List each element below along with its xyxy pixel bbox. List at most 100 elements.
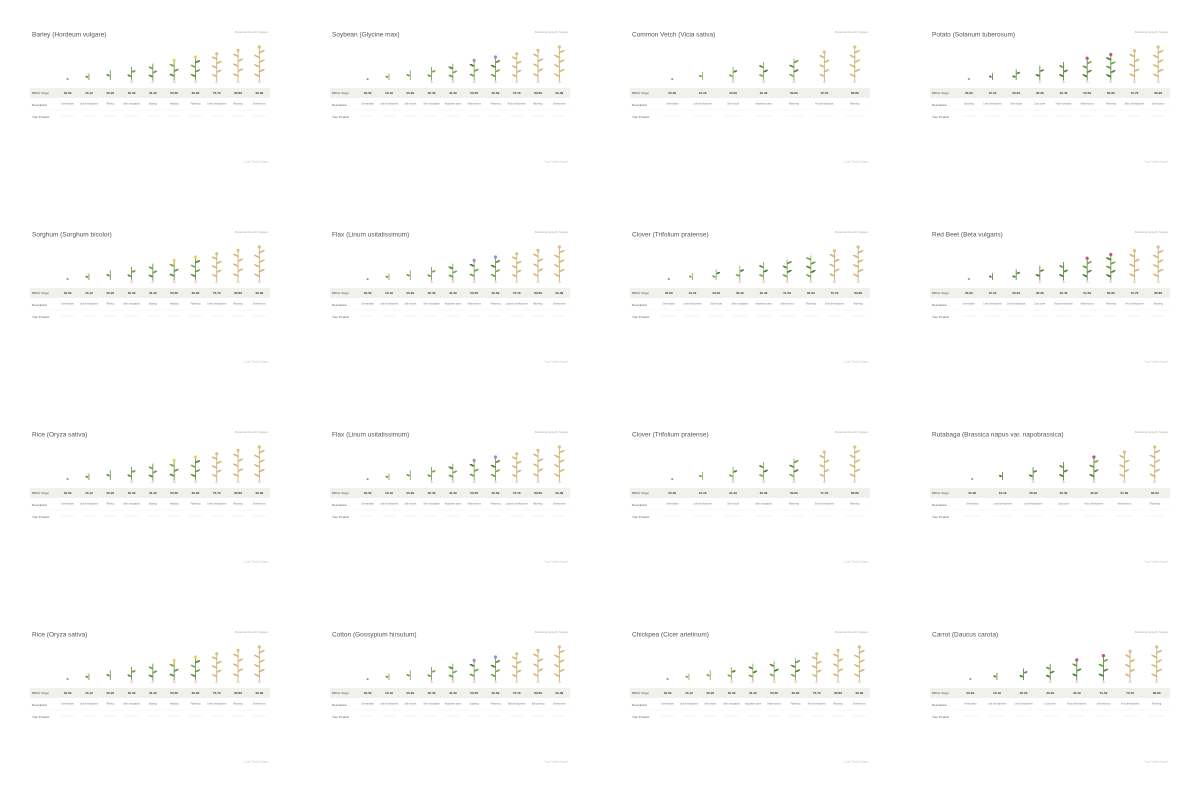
leaf: [819, 55, 826, 59]
leaf: [1151, 673, 1158, 678]
leaf: [558, 68, 565, 73]
roots: [493, 479, 498, 484]
stage-code: 20-29: [106, 491, 114, 495]
leaf: [853, 664, 861, 668]
seed: [667, 278, 670, 280]
leaf: [232, 473, 239, 477]
stage-description: Vegetative parts: [445, 103, 462, 106]
row-label: Description: [932, 503, 947, 507]
flower: [515, 652, 519, 656]
leaf: [253, 473, 261, 478]
flower: [792, 55, 796, 59]
leaf: [832, 663, 839, 667]
stage-description: Flowering: [190, 503, 201, 506]
row-label: Your Product: [32, 515, 49, 519]
leaf: [998, 474, 1002, 478]
panel-footer: Crop Growth Stages: [545, 360, 569, 364]
panel-footer: Crop Growth Stages: [245, 560, 269, 564]
stage-code: 60-69: [492, 491, 500, 495]
leaf: [511, 474, 518, 478]
stage-description: Leaf development: [1024, 503, 1043, 506]
stage-description: Germination: [966, 503, 979, 506]
panel-subtitle: Botanical Growth Stages: [535, 230, 569, 234]
stage-band: [930, 488, 1170, 498]
stage-description: Ripening: [534, 104, 544, 106]
stage-code: 10-19: [85, 91, 93, 95]
leaf: [532, 663, 539, 667]
roots: [172, 679, 176, 684]
leaf: [759, 74, 764, 77]
stage-description: Side shoots: [404, 703, 417, 706]
leaf: [537, 68, 544, 72]
roots: [1038, 279, 1042, 284]
flower: [536, 448, 540, 452]
leaf: [790, 673, 796, 677]
leaf: [823, 459, 830, 463]
leaf: [1059, 474, 1064, 477]
leaf: [1072, 663, 1077, 667]
flower: [215, 52, 219, 56]
leaf: [258, 59, 265, 63]
leaf: [258, 459, 265, 463]
leaf: [1102, 658, 1109, 662]
stage-band: [330, 688, 570, 698]
leaf: [1110, 261, 1116, 265]
plant-illustration: [490, 455, 501, 484]
plant-illustration: [819, 50, 830, 84]
stage-description: Boll opening: [532, 704, 545, 706]
plant-illustration: [511, 52, 522, 84]
stage-code: 51-59: [783, 291, 791, 295]
roots: [257, 679, 261, 684]
plant-illustration: [385, 273, 390, 280]
stage-code: 40-49: [1060, 291, 1068, 295]
plant-illustration: [1119, 450, 1130, 484]
leaf: [431, 670, 436, 673]
leaf: [1059, 65, 1064, 68]
panel: Chickpea (Cicer arietinum) Botanical Grow…: [630, 630, 870, 764]
leaf: [1086, 69, 1092, 73]
leaf: [127, 474, 132, 477]
leaf: [232, 53, 239, 57]
stage-code: 30-39: [128, 691, 136, 695]
leaf: [853, 49, 861, 54]
stage-code: 90-99: [556, 291, 564, 295]
stage-description: Flowering: [490, 703, 501, 706]
leaf: [832, 673, 839, 677]
flower: [793, 655, 798, 659]
stage-description: Senescence: [553, 704, 566, 706]
leaf: [106, 474, 110, 477]
roots: [731, 479, 735, 484]
leaf: [253, 273, 261, 278]
leaf: [537, 258, 544, 262]
stage-band: [630, 288, 870, 298]
leaf: [789, 73, 795, 77]
leaf: [1063, 69, 1068, 73]
leaf: [558, 449, 565, 454]
leaf: [782, 274, 788, 278]
flower: [815, 652, 819, 656]
stage-description: Flowering: [190, 103, 201, 106]
stage-code: 00-09: [64, 91, 72, 95]
leaf: [237, 68, 244, 72]
roots: [856, 279, 860, 284]
seed: [366, 678, 369, 680]
leaf: [823, 469, 830, 473]
plant-illustration: [190, 655, 201, 684]
leaf: [1033, 470, 1038, 473]
stage-code: 10-19: [385, 691, 393, 695]
leaf: [148, 466, 153, 470]
leaf: [127, 74, 132, 77]
plant-illustration: [406, 670, 411, 680]
leaf: [258, 68, 265, 73]
row-label: Description: [32, 503, 47, 507]
leaf: [769, 673, 775, 677]
stage-code: 30-39: [428, 91, 436, 95]
stage-description: Germination: [666, 503, 679, 506]
stage-description: Stem elongation: [423, 303, 440, 306]
stage-code: 40-49: [149, 291, 157, 295]
stage-description: Germination: [361, 503, 374, 506]
plant-illustration: [66, 78, 69, 80]
row-label: BBCH Stage: [932, 91, 949, 95]
leaf: [810, 269, 816, 274]
leaf: [511, 665, 518, 669]
